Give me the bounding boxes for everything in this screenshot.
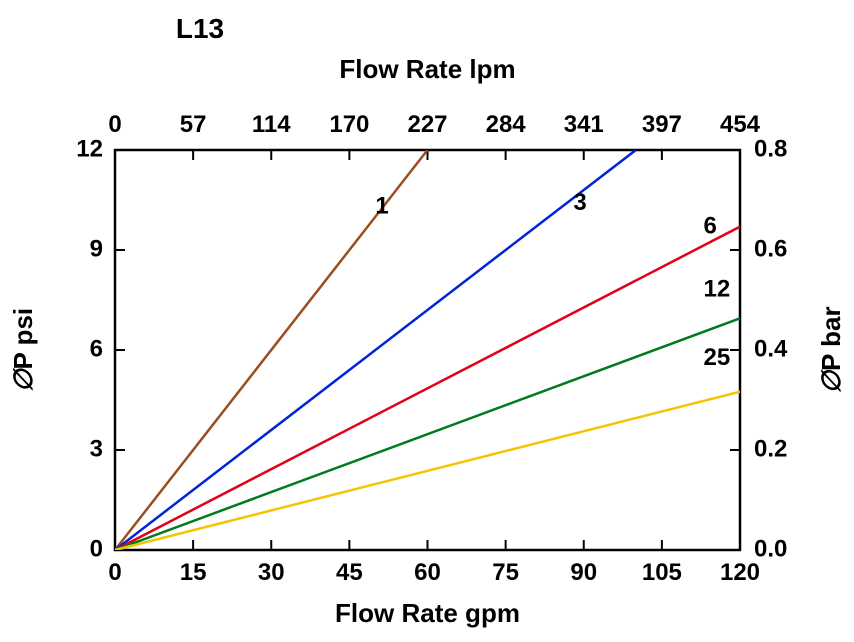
pressure-flow-chart: L13 Flow Rate lpm Flow Rate gpm ∅P psi ∅… <box>0 0 854 642</box>
x-bottom-tick-label: 30 <box>258 559 285 586</box>
x-bottom-tick-label: 90 <box>570 559 597 586</box>
x-top-tick-label: 227 <box>407 111 447 138</box>
x-top-axis-label: Flow Rate lpm <box>339 54 515 84</box>
x-bottom-tick-label: 60 <box>414 559 441 586</box>
y-right-tick-label: 0.0 <box>754 535 787 562</box>
x-bottom-axis-label: Flow Rate gpm <box>335 598 520 628</box>
series-label-6: 6 <box>704 212 717 239</box>
x-top-tick-label: 0 <box>108 111 121 138</box>
axis-ticks <box>115 150 740 550</box>
y-right-tick-label: 0.2 <box>754 435 787 462</box>
series-label-3: 3 <box>573 189 586 216</box>
x-bottom-tick-label: 105 <box>642 559 682 586</box>
y-left-tick-label: 0 <box>90 535 103 562</box>
chart-title: L13 <box>176 13 224 44</box>
x-bottom-tick-label: 0 <box>108 559 121 586</box>
x-top-tick-label: 284 <box>486 111 527 138</box>
y-left-tick-label: 9 <box>90 235 103 262</box>
series-lines <box>115 150 740 550</box>
x-top-tick-label: 170 <box>329 111 369 138</box>
y-right-tick-label: 0.4 <box>754 335 788 362</box>
x-bottom-tick-label: 120 <box>720 559 760 586</box>
y-left-tick-label: 12 <box>76 135 103 162</box>
chart-container: L13 Flow Rate lpm Flow Rate gpm ∅P psi ∅… <box>0 0 854 642</box>
series-line-25 <box>115 392 740 550</box>
x-bottom-tick-label: 45 <box>336 559 363 586</box>
series-label-12: 12 <box>704 276 731 303</box>
x-top-tick-label: 397 <box>642 111 682 138</box>
y-right-axis-label: ∅P bar <box>816 306 846 393</box>
x-top-tick-label: 341 <box>564 111 604 138</box>
series-label-1: 1 <box>375 192 388 219</box>
x-top-tick-label: 114 <box>252 111 291 138</box>
plot-border <box>115 150 740 550</box>
series-labels: 1 3 6 12 25 <box>375 189 730 371</box>
x-bottom-tick-label: 15 <box>180 559 207 586</box>
y-left-tick-label: 6 <box>90 335 103 362</box>
series-line-6 <box>115 227 740 550</box>
x-top-tick-label: 454 <box>720 111 761 138</box>
y-left-tick-label: 3 <box>90 435 103 462</box>
series-line-12 <box>115 318 740 550</box>
x-top-tick-label: 57 <box>180 111 207 138</box>
y-left-axis-label: ∅P psi <box>8 308 38 392</box>
series-label-25: 25 <box>704 344 731 371</box>
x-bottom-tick-label: 75 <box>492 559 519 586</box>
y-right-tick-label: 0.6 <box>754 235 787 262</box>
y-right-tick-label: 0.8 <box>754 135 787 162</box>
